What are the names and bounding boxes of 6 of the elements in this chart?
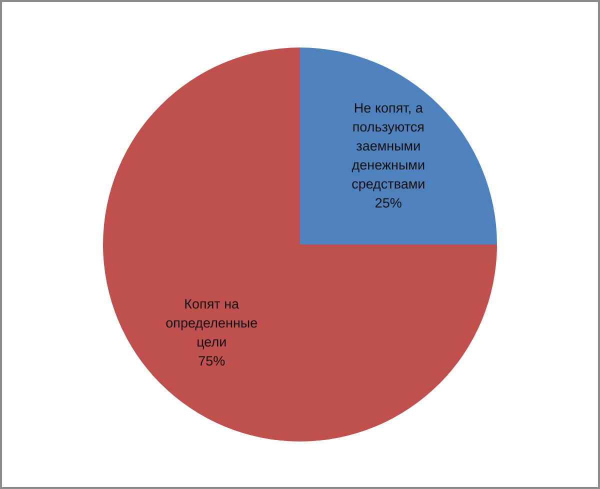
slice-label: Не копят, а пользуются заемными денежными средствами <box>352 100 426 192</box>
data-label: 75% <box>198 353 226 368</box>
slice-label: Копят на определенные цели <box>166 296 258 350</box>
pie-slice <box>103 48 497 442</box>
data-label: 25% <box>374 196 402 211</box>
pie-slice <box>300 48 497 244</box>
